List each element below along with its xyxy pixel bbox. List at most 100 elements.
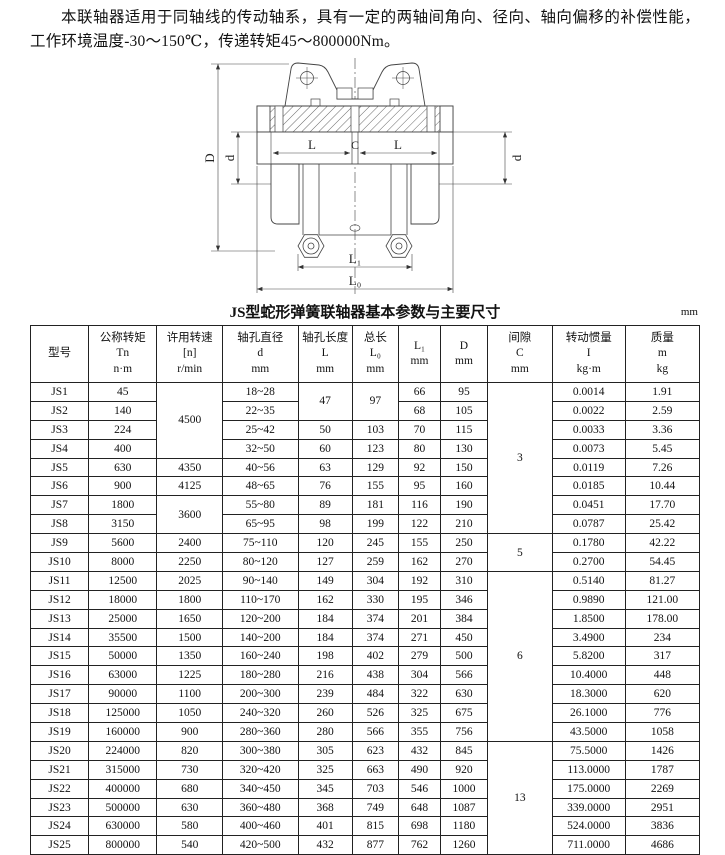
table-cell: 25~42 [221, 419, 299, 440]
table-cell: 900 [88, 476, 158, 497]
table-cell: JS6 [29, 476, 90, 497]
table-cell: 250 [440, 533, 488, 554]
table-cell: 0.0022 [551, 400, 626, 421]
table-row: JS22 400000 680 340~450 345 703 546 1000 175.000… [29, 778, 701, 799]
bolt-hole-icon [392, 67, 414, 89]
table-cell: 10.4000 [551, 665, 626, 686]
table-cell: 35500 [88, 627, 158, 648]
table-cell: 730 [156, 759, 223, 780]
table-cell: 400000 [88, 778, 158, 799]
table-cell: 675 [440, 703, 488, 724]
table-cell: 401 [297, 816, 353, 837]
table-cell: 2269 [624, 778, 701, 799]
table-cell: 620 [624, 684, 701, 705]
table-cell: 1426 [624, 740, 701, 761]
table-cell: 1500 [156, 627, 223, 648]
table-cell: 178.00 [624, 608, 701, 629]
table-cell: 12500 [88, 570, 158, 591]
table-cell: 322 [397, 684, 442, 705]
table-cell: 0.5140 [551, 570, 626, 591]
table-cell: 271 [397, 627, 442, 648]
table-cell: 749 [351, 797, 399, 818]
table-cell: 402 [351, 646, 399, 667]
table-cell: 448 [624, 665, 701, 686]
table-cell: 1.91 [624, 382, 701, 402]
table-title: JS型蛇形弹簧联轴器基本参数与主要尺寸 [229, 305, 501, 321]
table-cell: 526 [351, 703, 399, 724]
table-cell: 340~450 [221, 778, 299, 799]
table-cell: 630000 [88, 816, 158, 837]
table-cell: 355 [397, 722, 442, 742]
intro-paragraph: 本联轴器适用于同轴线的传动轴系，具有一定的两轴间角向、径向、轴向偏移的补偿性能，… [30, 9, 700, 50]
table-cell: JS24 [29, 816, 90, 837]
table-cell: 120~200 [221, 608, 299, 629]
table-cell: 155 [397, 533, 442, 554]
column-header: 总长 L₀ mm [351, 325, 399, 383]
table-cell: JS15 [29, 646, 90, 667]
dim-label-L0: L₀ [349, 273, 361, 288]
table-cell: JS8 [29, 514, 90, 535]
table-body: JS1 45 4500 18~28 47 97 66 95 3 0.0014 1.91 JS2 140 2… [29, 381, 701, 855]
table-row: JS25 800000 540 420~500 432 877 762 1260 711.000… [29, 835, 701, 855]
table-cell: 201 [397, 608, 442, 629]
table-cell: 18000 [88, 589, 158, 610]
table-cell: JS3 [29, 419, 90, 440]
table-cell: 0.0119 [551, 457, 626, 478]
table-cell: JS5 [29, 457, 90, 478]
table-cell: 190 [440, 495, 488, 516]
table-cell: 92 [397, 457, 442, 478]
table-cell: 1800 [156, 589, 223, 610]
table-cell: 0.0073 [551, 438, 626, 459]
table-cell: 2.59 [624, 400, 701, 421]
table-unit-note: mm [680, 306, 698, 318]
table-cell: 25000 [88, 608, 158, 629]
table-cell: 5 [486, 533, 553, 572]
table-cell: 0.1780 [551, 533, 626, 554]
table-cell: 310 [440, 570, 488, 591]
bolt-hole-icon [296, 67, 318, 89]
table-cell: 68 [397, 400, 442, 421]
table-cell: 1650 [156, 608, 223, 629]
table-cell: JS4 [29, 438, 90, 459]
table-cell: 820 [156, 740, 223, 761]
table-cell: 920 [440, 759, 488, 780]
table-row: JS10 8000 2250 80~120 127 259 162 270 0.2700 54.4… [29, 552, 701, 572]
table-cell: 80~120 [221, 552, 299, 572]
plug-hole-icon [349, 224, 361, 232]
table-row: JS15 50000 1350 160~240 198 402 279 500 5.8200 31… [29, 646, 701, 667]
column-header: 许用转速 [n] r/min [156, 325, 223, 383]
table-cell: 3836 [624, 816, 701, 837]
table-cell: 115 [440, 419, 488, 440]
table-cell: 6 [486, 570, 553, 742]
hex-bolt-icon [385, 234, 413, 258]
table-cell: 25.42 [624, 514, 701, 535]
table-cell: 5.8200 [551, 646, 626, 667]
hub-shoulder [410, 163, 440, 225]
table-cell: 239 [297, 684, 353, 705]
table-cell: 184 [297, 627, 353, 648]
table-cell: JS7 [29, 495, 90, 516]
table-cell: 484 [351, 684, 399, 705]
table-cell: 198 [297, 646, 353, 667]
table-cell: 97 [351, 382, 399, 421]
table-cell: 66 [397, 382, 442, 402]
table-row: JS24 630000 580 400~460 401 815 698 1180 524.000… [29, 816, 701, 837]
coupling-diagram: D d d L C L L₁ L₀ [202, 58, 524, 294]
table-cell: 1050 [156, 703, 223, 724]
table-cell: JS11 [29, 570, 90, 591]
table-cell: 3150 [88, 514, 158, 535]
table-cell: 216 [297, 665, 353, 686]
table-cell: 500 [440, 646, 488, 667]
table-cell: 98 [297, 514, 353, 535]
table-cell: 140 [88, 400, 158, 421]
table-cell: 3 [486, 381, 553, 535]
table-cell: 900 [156, 722, 223, 742]
table-cell: JS1 [29, 382, 90, 402]
table-cell: 7.26 [624, 457, 701, 478]
table-cell: 776 [624, 703, 701, 724]
dim-label-C: C [351, 138, 359, 152]
table-cell: 245 [351, 533, 399, 554]
dim-label-d-left: d [222, 154, 237, 161]
